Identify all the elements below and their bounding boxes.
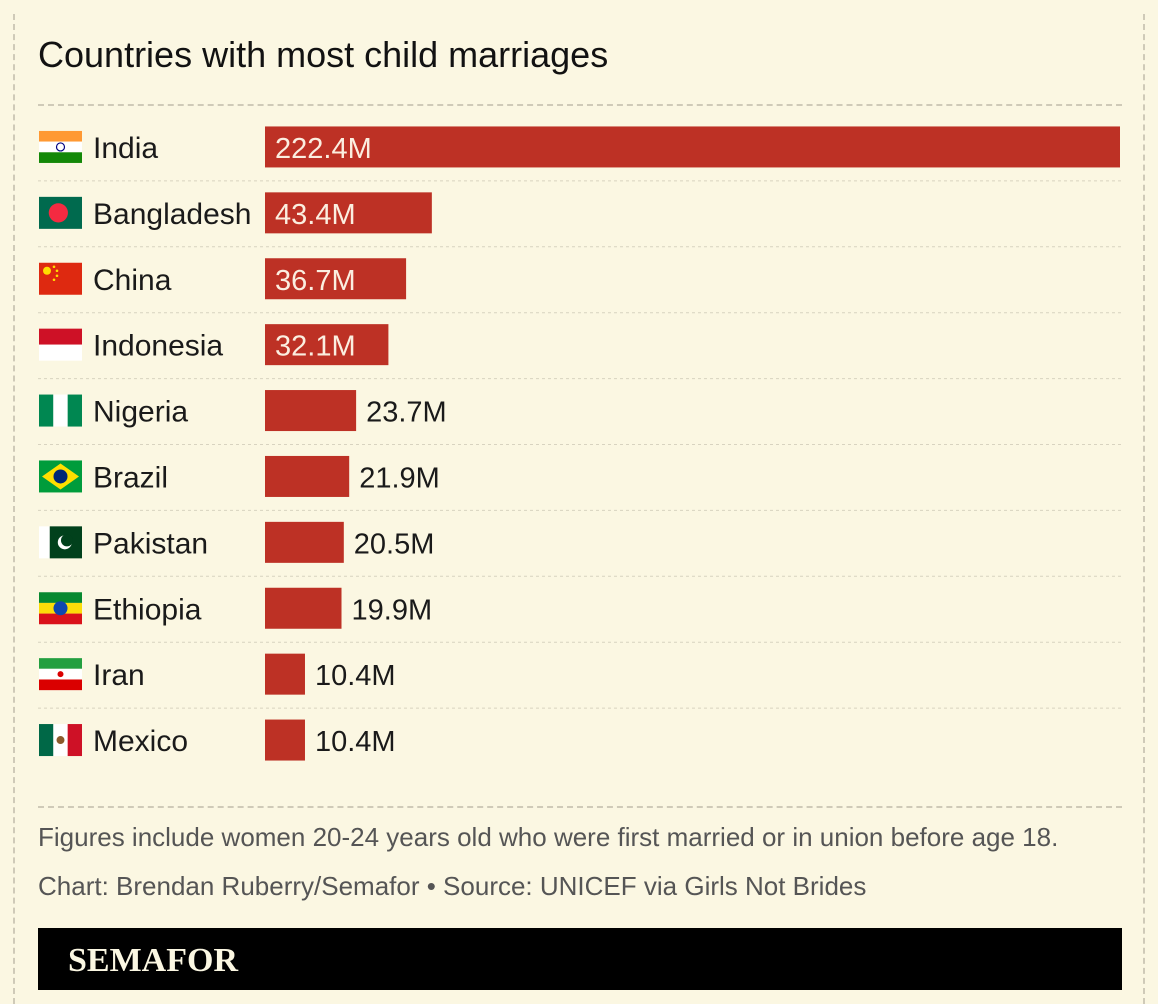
bar bbox=[265, 455, 350, 497]
category-label: Nigeria bbox=[93, 396, 188, 429]
category-label: Mexico bbox=[93, 725, 188, 758]
indonesia-flag-icon bbox=[39, 328, 82, 361]
ethiopia-flag-icon bbox=[39, 592, 82, 625]
category-label: Bangladesh bbox=[93, 198, 251, 231]
value-label: 23.7M bbox=[366, 397, 447, 429]
mexico-flag-icon bbox=[39, 724, 82, 757]
footer-bar: SEMAFOR bbox=[38, 928, 1122, 990]
chart-title: Countries with most child marriages bbox=[38, 34, 609, 75]
value-label: 20.5M bbox=[354, 528, 435, 560]
category-label: Brazil bbox=[93, 461, 168, 494]
bar bbox=[265, 390, 357, 432]
iran-flag-icon bbox=[39, 658, 82, 691]
value-label: 36.7M bbox=[275, 265, 356, 297]
chart-credit: Chart: Brendan Ruberry/Semafor • Source:… bbox=[38, 871, 867, 901]
bar bbox=[265, 192, 432, 234]
bar bbox=[265, 324, 389, 366]
value-label: 222.4M bbox=[275, 133, 372, 165]
value-label: 10.4M bbox=[315, 726, 396, 758]
value-label: 19.9M bbox=[352, 594, 433, 626]
notes-divider bbox=[38, 806, 1122, 808]
value-label: 43.4M bbox=[275, 199, 356, 231]
category-label: Indonesia bbox=[93, 330, 223, 363]
category-label: China bbox=[93, 264, 172, 297]
value-label: 21.9M bbox=[359, 462, 440, 494]
brazil-flag-icon bbox=[39, 460, 82, 493]
bar bbox=[265, 653, 305, 695]
india-flag-icon bbox=[39, 130, 82, 163]
bar bbox=[265, 587, 342, 629]
bar-chart: India 222.4M Bangladesh 43.4M China 36.7M Indo… bbox=[38, 126, 1122, 761]
category-label: Ethiopia bbox=[93, 593, 202, 626]
category-label: India bbox=[93, 132, 158, 165]
bar bbox=[265, 258, 407, 300]
semafor-logo: SEMAFOR bbox=[68, 942, 238, 979]
value-label: 10.4M bbox=[315, 660, 396, 692]
bar bbox=[265, 126, 1120, 168]
category-label: Iran bbox=[93, 659, 145, 692]
chart-frame bbox=[13, 14, 1145, 1004]
title-divider bbox=[38, 104, 1122, 106]
nigeria-flag-icon bbox=[39, 394, 82, 427]
category-label: Pakistan bbox=[93, 527, 208, 560]
chart-caption: Figures include women 20-24 years old wh… bbox=[38, 822, 1059, 852]
value-label: 32.1M bbox=[275, 331, 356, 363]
china-flag-icon bbox=[39, 262, 82, 295]
bar bbox=[265, 719, 305, 761]
pakistan-flag-icon bbox=[39, 526, 82, 559]
bangladesh-flag-icon bbox=[39, 196, 82, 229]
bar bbox=[265, 521, 344, 563]
